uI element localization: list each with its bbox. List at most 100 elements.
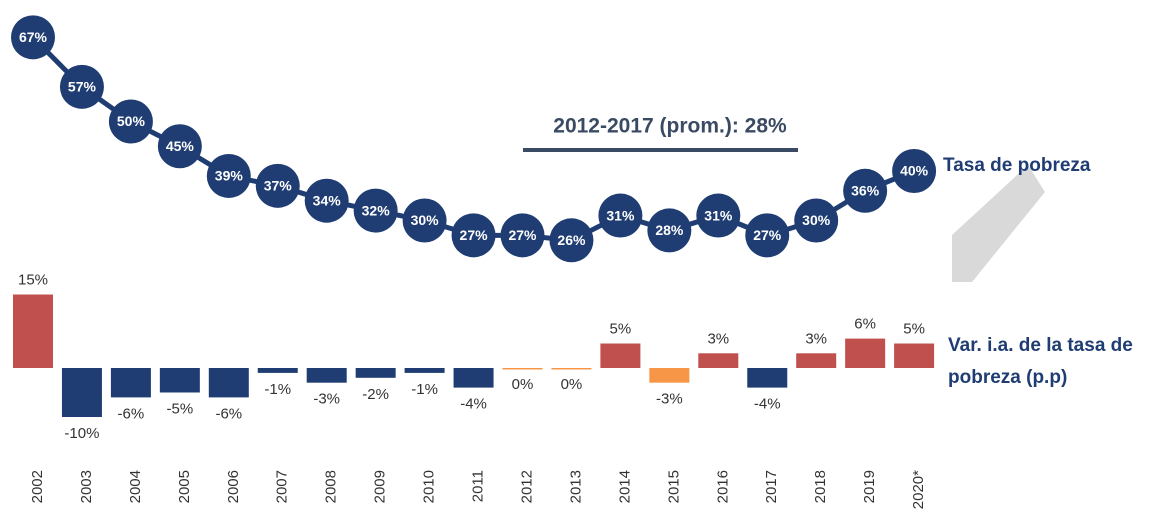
bar <box>159 368 200 393</box>
x-tick-label: 2003 <box>78 470 95 503</box>
data-label: -1% <box>411 381 438 398</box>
x-tick-label: 2009 <box>372 470 389 503</box>
x-tick-label: 2018 <box>812 470 829 503</box>
x-tick-label: 2012 <box>518 470 535 503</box>
data-label: -4% <box>754 396 781 413</box>
bar <box>13 294 53 368</box>
data-label: 34% <box>313 192 342 208</box>
data-label: 30% <box>411 212 440 228</box>
bar <box>404 368 445 373</box>
point <box>206 153 251 198</box>
point <box>549 218 594 263</box>
data-label: 15% <box>18 271 48 288</box>
bar <box>355 368 396 378</box>
bar <box>551 368 592 370</box>
data-label: 57% <box>68 79 97 95</box>
data-label: 28% <box>655 222 684 238</box>
data-label: -4% <box>460 396 487 413</box>
data-label: -3% <box>656 391 683 408</box>
x-tick-label: 2007 <box>274 470 291 503</box>
x-tick-label: 2004 <box>127 470 144 503</box>
data-label: 40% <box>900 163 929 179</box>
data-label: 27% <box>460 227 489 243</box>
data-label: 30% <box>802 212 831 228</box>
x-tick-label: 2005 <box>176 470 193 503</box>
bar <box>747 368 788 388</box>
data-label: 27% <box>508 227 537 243</box>
point <box>11 15 55 60</box>
point <box>843 168 888 213</box>
x-tick-label: 2008 <box>323 470 340 503</box>
data-label: 26% <box>557 232 586 248</box>
x-tick-label: 2006 <box>225 470 242 503</box>
point <box>892 149 937 193</box>
point <box>451 213 496 258</box>
data-label: 50% <box>117 113 146 129</box>
annotation: 2012-2017 (prom.): 28% <box>553 115 787 138</box>
bar <box>208 368 249 398</box>
data-label: 6% <box>854 316 876 333</box>
bar <box>257 368 298 373</box>
point <box>500 213 545 258</box>
x-tick-label: 2019 <box>861 470 878 503</box>
decor-arrow <box>952 165 1045 282</box>
data-label: 39% <box>215 168 244 184</box>
x-tick-label: 2015 <box>665 470 682 503</box>
point <box>402 198 447 243</box>
series-label: Tasa de pobreza <box>943 155 1091 176</box>
data-label: 3% <box>805 330 827 347</box>
bar <box>649 368 690 383</box>
bar <box>110 368 151 398</box>
data-label: 27% <box>753 227 782 243</box>
point <box>598 193 643 238</box>
bar <box>845 338 886 368</box>
data-label: 0% <box>512 376 534 393</box>
point <box>255 163 300 208</box>
point <box>745 213 790 258</box>
x-tick-label: 2002 <box>29 470 46 503</box>
data-label: 37% <box>264 178 293 194</box>
data-label: 36% <box>851 183 880 199</box>
bar <box>894 343 935 368</box>
data-label: -2% <box>362 386 389 403</box>
point <box>794 198 839 243</box>
data-label: 31% <box>704 207 733 223</box>
data-label: 31% <box>606 207 635 223</box>
bar <box>502 368 543 370</box>
data-label: -5% <box>167 400 194 417</box>
data-label: 67% <box>19 29 48 45</box>
data-label: 32% <box>362 202 391 218</box>
data-label: -1% <box>264 381 291 398</box>
bar <box>306 368 347 383</box>
x-tick-label: 2011 <box>470 470 487 502</box>
data-label: 5% <box>903 320 925 337</box>
data-label: -6% <box>215 405 242 422</box>
x-tick-label: 2013 <box>567 470 584 503</box>
point <box>353 188 398 233</box>
point <box>647 208 692 253</box>
data-label: 45% <box>166 138 195 154</box>
data-label: 0% <box>561 376 583 393</box>
bar <box>796 353 837 368</box>
x-tick-label: 2010 <box>421 470 438 503</box>
point <box>108 99 153 144</box>
bar <box>600 343 641 368</box>
point <box>157 124 202 169</box>
series-label: Var. i.a. de la tasa de pobreza (p.p) <box>948 335 1133 388</box>
bar <box>453 368 494 388</box>
x-tick-label: 2017 <box>763 470 780 503</box>
bar <box>61 368 102 417</box>
point <box>59 64 104 109</box>
data-label: -3% <box>313 391 340 408</box>
data-label: 5% <box>610 320 632 337</box>
x-tick-label: 2016 <box>714 470 731 503</box>
x-tick-label: 2014 <box>616 470 633 503</box>
data-label: -6% <box>118 405 145 422</box>
bar <box>698 353 739 368</box>
data-label: 3% <box>707 330 729 347</box>
point <box>304 178 349 223</box>
data-label: -10% <box>64 425 99 442</box>
point <box>696 193 741 238</box>
